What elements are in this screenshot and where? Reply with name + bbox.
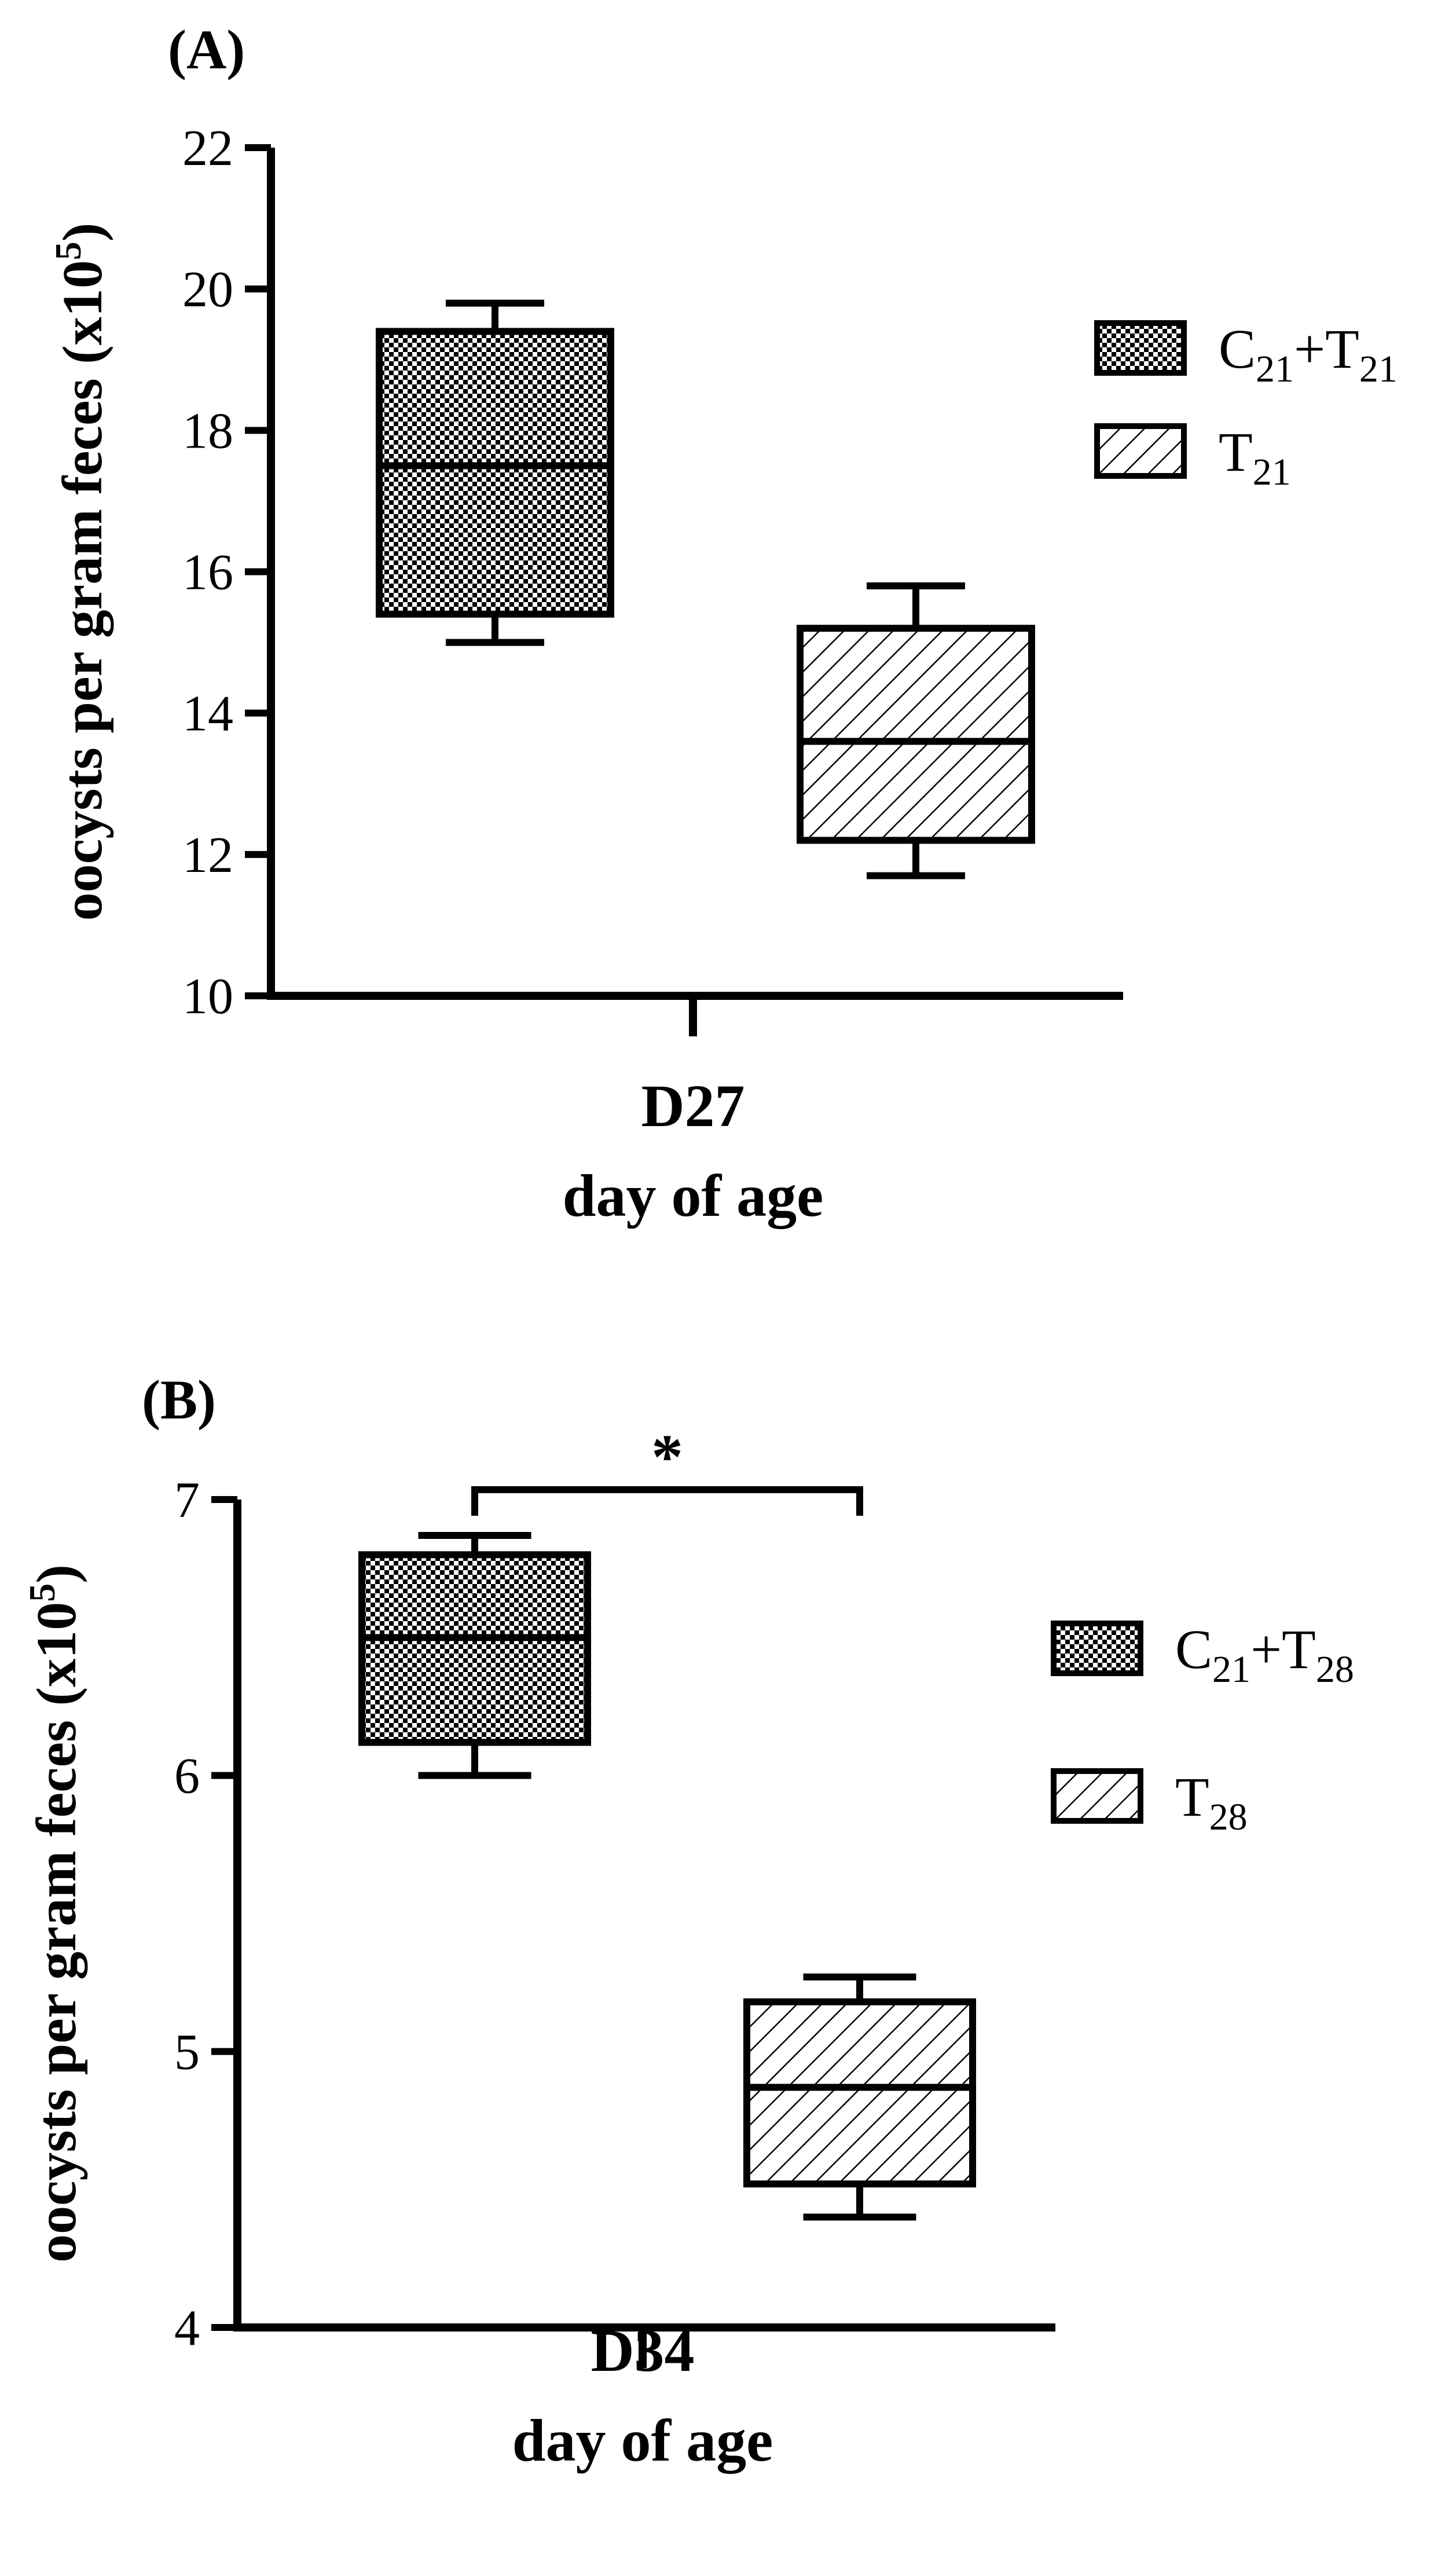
y-axis-title-exponent: 5 — [21, 1583, 63, 1602]
y-tick-label: 18 — [182, 403, 233, 459]
legend-label: T28 — [1175, 1766, 1248, 1838]
box-iqr — [376, 328, 614, 618]
legend-label-subscript: 28 — [1316, 1648, 1354, 1691]
legend-label: C21+T28 — [1175, 1618, 1354, 1691]
legend-label-base: T — [1219, 421, 1253, 483]
x-axis-title: day of age — [563, 1163, 824, 1229]
box-hatch — [797, 582, 1035, 879]
legend-label-mid: +T — [1250, 1618, 1316, 1680]
legend-entry: C21+T28 — [1051, 1618, 1354, 1691]
y-tick-label: 22 — [182, 120, 233, 177]
legend-swatch-checker — [1094, 320, 1187, 376]
y-tick-label: 16 — [182, 545, 233, 601]
legend-label-base: C — [1175, 1618, 1212, 1680]
y-tick-label: 20 — [182, 262, 233, 318]
box-hatch — [743, 1973, 976, 2221]
y-tick-label: 12 — [182, 827, 233, 884]
box-iqr — [743, 1998, 976, 2188]
legend-entry: C21+T21 — [1094, 318, 1398, 390]
legend-label: C21+T21 — [1219, 318, 1398, 390]
legend-label-base: T — [1175, 1766, 1209, 1828]
y-axis-title-text: oocysts per gram feces (x10 — [25, 1602, 88, 2263]
box-checker — [376, 299, 614, 646]
y-tick-label: 7 — [174, 1472, 200, 1528]
legend-swatch-checker — [1051, 1621, 1143, 1676]
legend-label-subscript: 21 — [1253, 451, 1291, 493]
panel-label: (B) — [142, 1369, 216, 1431]
legend-label-subscript: 21 — [1256, 348, 1294, 390]
box-iqr — [797, 625, 1035, 844]
chart-panel-a: (A) 10 12 14 16 18 20 22 oocysts per gram feces … — [47, 19, 1398, 1229]
legend-label-mid: +T — [1294, 318, 1359, 380]
y-tick-label: 10 — [182, 969, 233, 1025]
legend-entry: T28 — [1051, 1766, 1248, 1838]
y-tick-label: 6 — [174, 1748, 200, 1805]
legend-swatch-hatch — [1051, 1768, 1143, 1824]
y-axis-title: oocysts per gram feces (x105) — [21, 1564, 88, 2263]
legend-label-subscript: 21 — [1359, 348, 1398, 390]
x-category-label: D27 — [641, 1073, 744, 1139]
y-axis-title-close: ) — [52, 223, 114, 242]
significance-bracket: * — [471, 1421, 863, 1516]
legend-entry: T21 — [1094, 421, 1291, 493]
legend-label: T21 — [1219, 421, 1291, 493]
legend-label-base: C — [1219, 318, 1256, 380]
y-axis-title: oocysts per gram feces (x105) — [47, 223, 114, 921]
box-checker — [358, 1531, 591, 1779]
legend-label-subscript: 28 — [1209, 1796, 1248, 1838]
box-iqr — [358, 1551, 591, 1746]
legend-swatch-hatch — [1094, 423, 1187, 479]
significance-marker: * — [651, 1421, 683, 1492]
x-category-label: D34 — [591, 2318, 694, 2384]
legend-label-subscript: 21 — [1212, 1648, 1250, 1691]
y-axis-title-text: oocysts per gram feces (x10 — [52, 260, 114, 921]
significance-bracket-line — [471, 1486, 863, 1516]
x-axis-title: day of age — [512, 2407, 773, 2474]
panel-label: (A) — [168, 19, 245, 80]
y-axis-title-close: ) — [25, 1564, 88, 1583]
y-axis-title-exponent: 5 — [47, 241, 89, 260]
y-tick-label: 4 — [174, 2300, 200, 2356]
y-tick-label: 14 — [182, 686, 233, 742]
y-tick-label: 5 — [174, 2024, 200, 2080]
